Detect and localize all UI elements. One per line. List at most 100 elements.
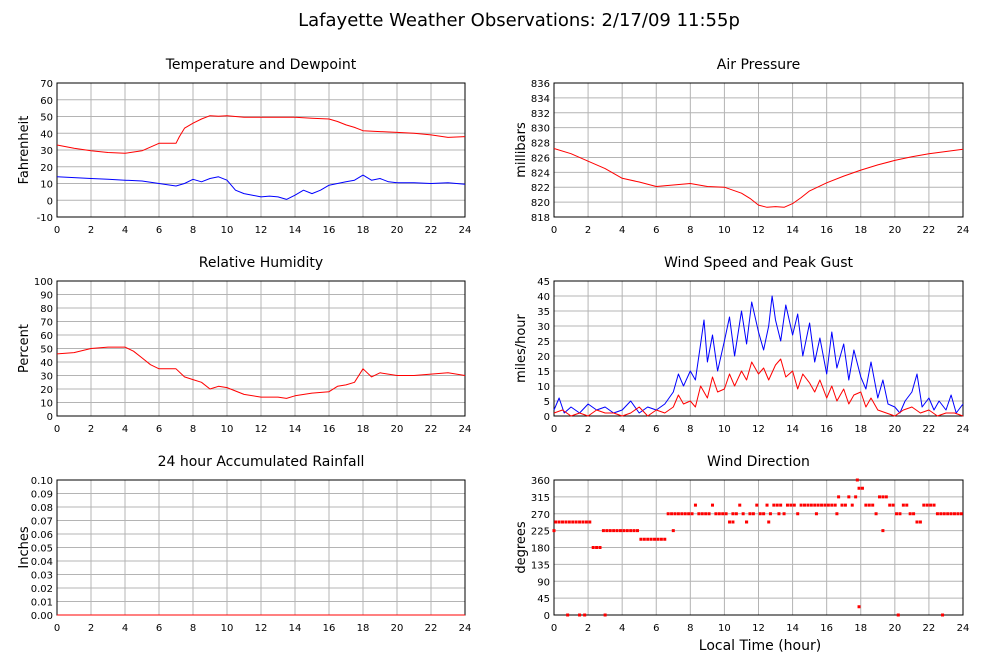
- data-point: [676, 512, 680, 516]
- y-tick-label: 40: [40, 129, 53, 140]
- data-point: [922, 503, 926, 507]
- data-point: [564, 520, 568, 524]
- y-tick-label: 830: [531, 124, 550, 135]
- data-point: [809, 503, 813, 507]
- data-point: [588, 520, 592, 524]
- data-point: [653, 537, 657, 541]
- y-tick-label: 60: [40, 331, 53, 342]
- x-tick-label: 6: [156, 424, 162, 435]
- x-tick-label: 6: [653, 225, 659, 236]
- y-axis-label: degrees: [514, 521, 529, 574]
- data-point: [578, 520, 582, 524]
- chart-title: Wind Speed and Peak Gust: [664, 255, 853, 271]
- x-tick-label: 22: [425, 225, 438, 236]
- x-tick-label: 14: [786, 225, 799, 236]
- x-tick-label: 6: [156, 623, 162, 634]
- y-tick-label: 826: [531, 153, 550, 164]
- data-point: [898, 512, 902, 516]
- y-tick-label: 35: [537, 307, 550, 318]
- data-point: [567, 520, 571, 524]
- data-point: [867, 503, 871, 507]
- x-tick-label: 18: [854, 225, 867, 236]
- data-point: [840, 503, 844, 507]
- y-axis-label: Fahrenheit: [17, 116, 32, 185]
- data-point: [881, 495, 885, 499]
- data-point: [595, 546, 599, 549]
- x-tick-label: 16: [323, 623, 336, 634]
- x-tick-label: 8: [190, 225, 196, 236]
- data-point: [704, 512, 708, 516]
- data-point: [765, 503, 769, 507]
- data-point: [837, 495, 841, 499]
- data-point: [932, 503, 936, 507]
- x-tick-label: 4: [122, 225, 128, 236]
- data-point: [751, 512, 755, 516]
- x-tick-label: 4: [619, 225, 625, 236]
- y-tick-label: 5: [544, 397, 550, 408]
- data-point: [731, 520, 735, 524]
- y-tick-label: 225: [531, 527, 550, 538]
- data-point: [918, 520, 922, 524]
- y-tick-label: 836: [531, 79, 550, 90]
- y-axis-label: Inches: [17, 526, 32, 568]
- x-tick-label: 10: [718, 225, 731, 236]
- data-point: [939, 512, 943, 516]
- data-point: [895, 512, 899, 516]
- data-point: [748, 512, 752, 516]
- data-point: [929, 503, 933, 507]
- data-point: [857, 605, 861, 609]
- x-tick-label: 22: [425, 623, 438, 634]
- y-tick-label: 824: [531, 168, 550, 179]
- x-tick-label: 2: [585, 424, 591, 435]
- data-point: [670, 512, 674, 516]
- x-tick-label: 8: [190, 623, 196, 634]
- x-tick-label: 20: [391, 225, 404, 236]
- y-tick-label: 0: [47, 412, 53, 423]
- y-tick-label: 135: [531, 560, 550, 571]
- data-point: [700, 512, 704, 516]
- data-point: [813, 503, 817, 507]
- data-point: [881, 529, 885, 533]
- y-tick-label: 100: [34, 277, 53, 288]
- x-tick-label: 10: [221, 623, 234, 634]
- y-tick-label: 10: [40, 399, 53, 410]
- chart-title: Temperature and Dewpoint: [165, 57, 357, 73]
- x-tick-label: 16: [323, 225, 336, 236]
- x-tick-label: 0: [551, 225, 557, 236]
- data-point: [690, 512, 694, 516]
- y-tick-label: 834: [531, 94, 550, 105]
- y-tick-label: 0.06: [31, 530, 53, 541]
- data-point: [574, 520, 578, 524]
- plot-frame: [553, 479, 964, 616]
- y-tick-label: 15: [537, 367, 550, 378]
- y-tick-label: 10: [537, 382, 550, 393]
- data-point: [952, 512, 956, 516]
- x-tick-label: 16: [820, 424, 833, 435]
- y-tick-label: 832: [531, 109, 550, 120]
- x-tick-label: 20: [888, 225, 901, 236]
- y-tick-label: 25: [537, 337, 550, 348]
- x-tick-label: 24: [957, 623, 970, 634]
- data-point: [566, 613, 570, 617]
- y-tick-label: 20: [537, 352, 550, 363]
- data-point: [803, 503, 807, 507]
- data-point: [710, 503, 714, 507]
- data-point: [649, 537, 653, 541]
- y-tick-label: 30: [40, 372, 53, 383]
- data-point: [731, 512, 735, 516]
- x-tick-label: 18: [854, 424, 867, 435]
- x-tick-label: 6: [653, 424, 659, 435]
- y-tick-label: 0.04: [31, 557, 53, 568]
- x-tick-label: 14: [289, 225, 302, 236]
- data-point: [622, 529, 626, 533]
- data-point: [625, 529, 629, 533]
- y-tick-label: 10: [40, 180, 53, 191]
- x-tick-label: 0: [551, 424, 557, 435]
- x-tick-label: 4: [122, 623, 128, 634]
- x-tick-label: 20: [888, 424, 901, 435]
- data-point: [578, 613, 582, 617]
- data-point: [854, 495, 858, 499]
- x-tick-label: 12: [752, 225, 765, 236]
- data-point: [663, 537, 667, 541]
- data-point: [785, 503, 789, 507]
